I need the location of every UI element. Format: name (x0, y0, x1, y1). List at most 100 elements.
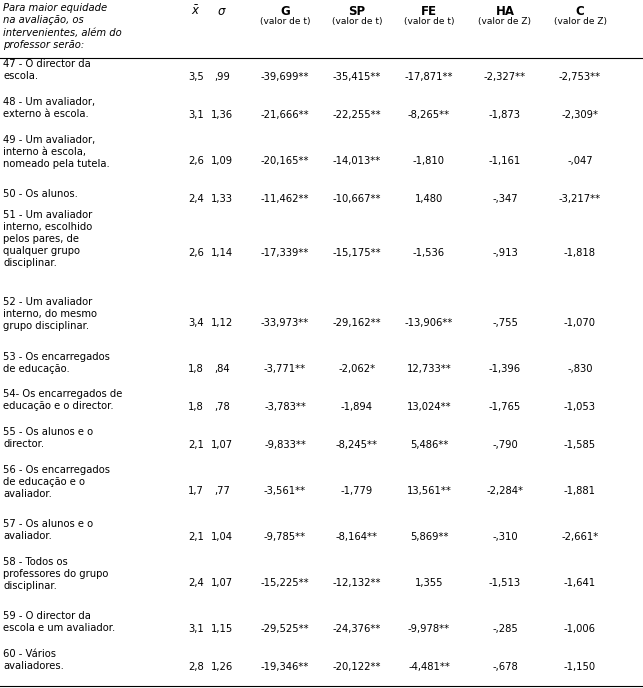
Text: 59 - O director da
escola e um avaliador.: 59 - O director da escola e um avaliador… (3, 612, 115, 634)
Text: -35,415**: -35,415** (333, 72, 381, 82)
Text: -24,376**: -24,376** (333, 624, 381, 634)
Text: 2,1: 2,1 (188, 440, 204, 450)
Text: -1,053: -1,053 (564, 402, 596, 412)
Text: -,913: -,913 (492, 248, 518, 258)
Text: -1,161: -1,161 (489, 155, 521, 166)
Text: -8,164**: -8,164** (336, 533, 378, 542)
Text: 58 - Todos os
professores do grupo
disciplinar.: 58 - Todos os professores do grupo disci… (3, 557, 109, 591)
Text: 50 - Os alunos.: 50 - Os alunos. (3, 189, 78, 199)
Text: 1,33: 1,33 (211, 193, 233, 204)
Text: -1,894: -1,894 (341, 402, 373, 412)
Text: -1,873: -1,873 (489, 110, 521, 120)
Text: (valor de Z): (valor de Z) (478, 17, 532, 26)
Text: (valor de t): (valor de t) (260, 17, 311, 26)
Text: 47 - O director da
escola.: 47 - O director da escola. (3, 59, 91, 81)
Text: -1,810: -1,810 (413, 155, 445, 166)
Text: 1,07: 1,07 (211, 578, 233, 588)
Text: (valor de t): (valor de t) (332, 17, 382, 26)
Text: 12,733**: 12,733** (406, 365, 451, 374)
Text: -1,006: -1,006 (564, 624, 596, 634)
Text: -13,906**: -13,906** (405, 319, 453, 328)
Text: -1,536: -1,536 (413, 248, 445, 258)
Text: 1,8: 1,8 (188, 365, 204, 374)
Text: 1,04: 1,04 (211, 533, 233, 542)
Text: 1,14: 1,14 (211, 248, 233, 258)
Text: -29,162**: -29,162** (332, 319, 381, 328)
Text: -20,165**: -20,165** (261, 155, 309, 166)
Text: 5,486**: 5,486** (410, 440, 448, 450)
Text: -,830: -,830 (567, 365, 593, 374)
Text: 5,869**: 5,869** (410, 533, 448, 542)
Text: 57 - Os alunos e o
avaliador.: 57 - Os alunos e o avaliador. (3, 519, 93, 541)
Text: -33,973**: -33,973** (261, 319, 309, 328)
Text: 2,4: 2,4 (188, 578, 204, 588)
Text: -17,339**: -17,339** (261, 248, 309, 258)
Text: -1,779: -1,779 (341, 486, 373, 496)
Text: -1,513: -1,513 (489, 578, 521, 588)
Text: ,77: ,77 (214, 486, 230, 496)
Text: -19,346**: -19,346** (261, 662, 309, 672)
Text: 54- Os encarregados de
educação e o director.: 54- Os encarregados de educação e o dire… (3, 389, 122, 411)
Text: -1,070: -1,070 (564, 319, 596, 328)
Text: $\bar{x}$: $\bar{x}$ (192, 5, 201, 19)
Text: 1,07: 1,07 (211, 440, 233, 450)
Text: -29,525**: -29,525** (260, 624, 309, 634)
Text: -2,309*: -2,309* (561, 110, 599, 120)
Text: -14,013**: -14,013** (333, 155, 381, 166)
Text: -,285: -,285 (492, 624, 518, 634)
Text: -1,765: -1,765 (489, 402, 521, 412)
Text: -1,641: -1,641 (564, 578, 596, 588)
Text: 48 - Um avaliador,
externo à escola.: 48 - Um avaliador, externo à escola. (3, 97, 95, 119)
Text: 3,4: 3,4 (188, 319, 204, 328)
Text: 1,8: 1,8 (188, 402, 204, 412)
Text: -8,245**: -8,245** (336, 440, 378, 450)
Text: 2,4: 2,4 (188, 193, 204, 204)
Text: FE: FE (421, 5, 437, 18)
Text: 1,480: 1,480 (415, 193, 443, 204)
Text: -39,699**: -39,699** (261, 72, 309, 82)
Text: -21,666**: -21,666** (260, 110, 309, 120)
Text: 3,1: 3,1 (188, 110, 204, 120)
Text: -11,462**: -11,462** (261, 193, 309, 204)
Text: G: G (280, 5, 290, 18)
Text: -22,255**: -22,255** (332, 110, 381, 120)
Text: ,78: ,78 (214, 402, 230, 412)
Text: 13,561**: 13,561** (406, 486, 451, 496)
Text: 52 - Um avaliador
interno, do mesmo
grupo disciplinar.: 52 - Um avaliador interno, do mesmo grup… (3, 297, 97, 332)
Text: 2,1: 2,1 (188, 533, 204, 542)
Text: -2,327**: -2,327** (484, 72, 526, 82)
Text: -4,481**: -4,481** (408, 662, 450, 672)
Text: 1,36: 1,36 (211, 110, 233, 120)
Text: -,310: -,310 (492, 533, 518, 542)
Text: -1,818: -1,818 (564, 248, 596, 258)
Text: -,047: -,047 (567, 155, 593, 166)
Text: -1,396: -1,396 (489, 365, 521, 374)
Text: -20,122**: -20,122** (332, 662, 381, 672)
Text: C: C (575, 5, 584, 18)
Text: 49 - Um avaliador,
interno à escola,
nomeado pela tutela.: 49 - Um avaliador, interno à escola, nom… (3, 135, 110, 169)
Text: -1,881: -1,881 (564, 486, 596, 496)
Text: 3,1: 3,1 (188, 624, 204, 634)
Text: 13,024**: 13,024** (406, 402, 451, 412)
Text: 51 - Um avaliador
interno, escolhido
pelos pares, de
qualquer grupo
disciplinar.: 51 - Um avaliador interno, escolhido pel… (3, 211, 92, 268)
Text: -9,785**: -9,785** (264, 533, 306, 542)
Text: 60 - Vários
avaliadores.: 60 - Vários avaliadores. (3, 649, 64, 671)
Text: -10,667**: -10,667** (332, 193, 381, 204)
Text: 1,15: 1,15 (211, 624, 233, 634)
Text: -2,284*: -2,284* (487, 486, 523, 496)
Text: -3,561**: -3,561** (264, 486, 306, 496)
Text: 2,6: 2,6 (188, 155, 204, 166)
Text: -1,585: -1,585 (564, 440, 596, 450)
Text: -12,132**: -12,132** (332, 578, 381, 588)
Text: 1,355: 1,355 (415, 578, 443, 588)
Text: -15,225**: -15,225** (260, 578, 309, 588)
Text: SP: SP (349, 5, 366, 18)
Text: -2,661*: -2,661* (561, 533, 599, 542)
Text: (valor de t): (valor de t) (404, 17, 454, 26)
Text: -,790: -,790 (492, 440, 518, 450)
Text: -17,871**: -17,871** (404, 72, 453, 82)
Text: ,99: ,99 (214, 72, 230, 82)
Text: HA: HA (496, 5, 514, 18)
Text: -2,062*: -2,062* (338, 365, 376, 374)
Text: 55 - Os alunos e o
director.: 55 - Os alunos e o director. (3, 427, 93, 449)
